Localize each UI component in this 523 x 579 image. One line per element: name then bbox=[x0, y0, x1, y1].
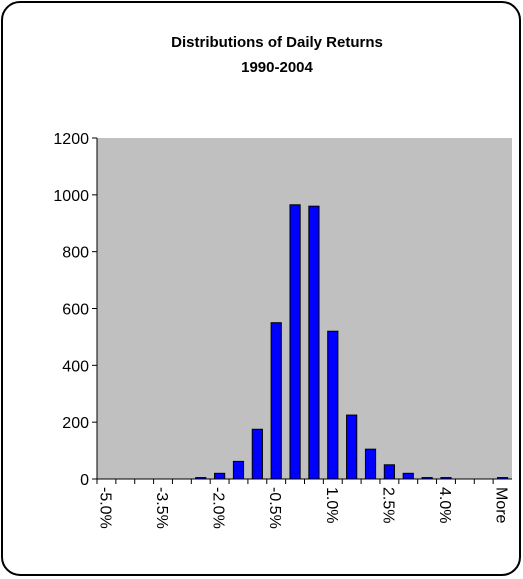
y-tick-label: 1000 bbox=[53, 188, 89, 205]
bar bbox=[421, 477, 433, 480]
plot-area bbox=[97, 138, 512, 479]
y-tick-label: 0 bbox=[80, 472, 89, 489]
y-tick-label: 800 bbox=[62, 245, 89, 262]
bar bbox=[383, 464, 395, 480]
x-tick-label: -2.0% bbox=[210, 487, 227, 529]
bar bbox=[308, 205, 320, 480]
x-tick-label: -5.0% bbox=[96, 487, 113, 529]
y-tick-label: 1200 bbox=[53, 131, 89, 148]
bar bbox=[440, 477, 452, 480]
chart-title: Distributions of Daily Returns bbox=[171, 34, 383, 51]
bar bbox=[289, 204, 301, 480]
bar bbox=[496, 477, 509, 480]
bar bbox=[402, 472, 414, 480]
bar bbox=[251, 428, 263, 480]
y-tick-label: 400 bbox=[62, 358, 89, 375]
bar bbox=[214, 472, 226, 480]
x-tick-label: 4.0% bbox=[436, 487, 453, 523]
bar bbox=[327, 330, 339, 480]
bar bbox=[232, 460, 245, 480]
x-tick-label: -0.5% bbox=[266, 487, 283, 529]
x-tick-label: 1.0% bbox=[323, 487, 340, 523]
y-tick-label: 600 bbox=[62, 302, 89, 319]
bar bbox=[364, 448, 377, 480]
bar bbox=[195, 477, 207, 480]
x-tick-label: -3.5% bbox=[153, 487, 170, 529]
bar bbox=[346, 414, 358, 480]
chart-subtitle: 1990-2004 bbox=[241, 59, 313, 76]
x-tick-label: 2.5% bbox=[379, 487, 396, 523]
x-tick-label: More bbox=[493, 487, 510, 524]
bar bbox=[270, 322, 282, 480]
y-tick-label: 200 bbox=[62, 415, 89, 432]
